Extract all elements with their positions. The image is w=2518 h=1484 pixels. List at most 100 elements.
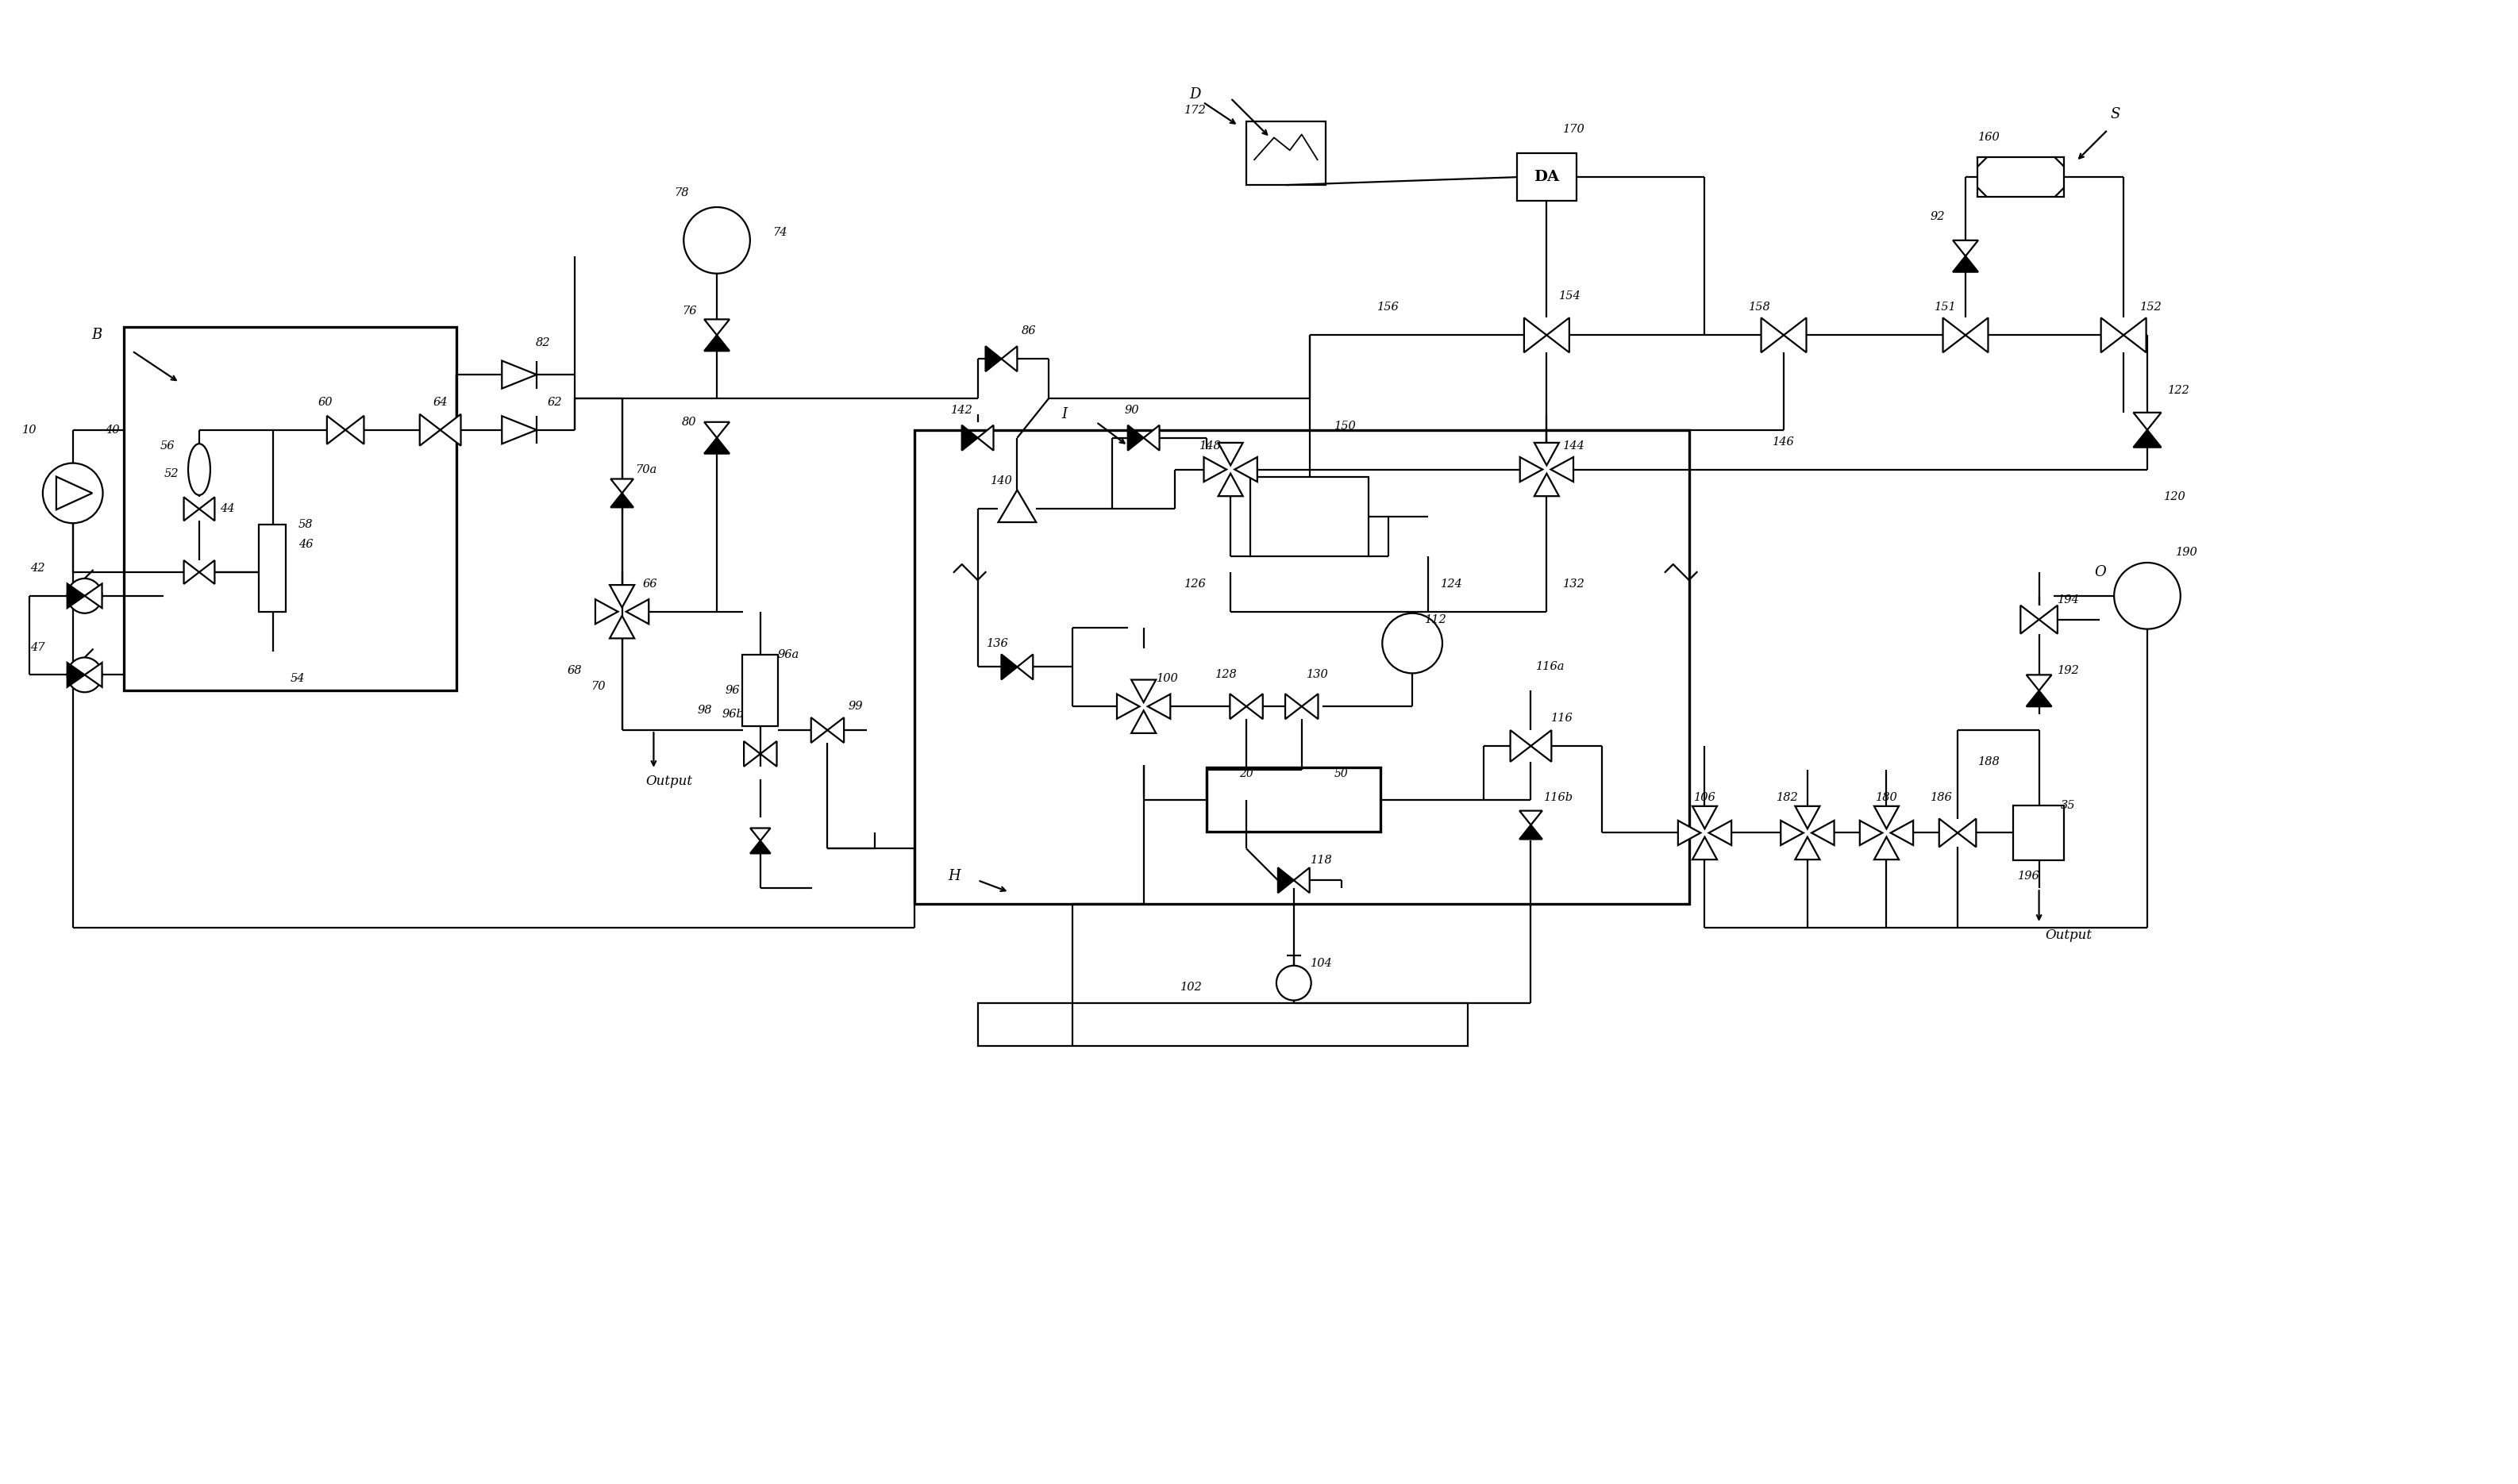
Polygon shape bbox=[705, 335, 730, 350]
Polygon shape bbox=[345, 416, 365, 444]
Text: 96a: 96a bbox=[778, 650, 798, 660]
Text: 112: 112 bbox=[1425, 614, 1448, 625]
Polygon shape bbox=[1284, 695, 1302, 720]
Text: 54: 54 bbox=[290, 674, 305, 684]
Text: 150: 150 bbox=[1335, 420, 1357, 432]
Text: Output: Output bbox=[647, 775, 692, 788]
Polygon shape bbox=[1533, 442, 1559, 466]
Bar bbox=[1977, 157, 2065, 197]
Polygon shape bbox=[1143, 426, 1158, 451]
Text: 170: 170 bbox=[1564, 125, 1586, 135]
Polygon shape bbox=[2027, 690, 2052, 706]
Polygon shape bbox=[2040, 605, 2057, 634]
Polygon shape bbox=[750, 841, 771, 853]
Text: 152: 152 bbox=[2140, 301, 2163, 313]
Text: 56: 56 bbox=[161, 441, 174, 451]
Text: 100: 100 bbox=[1156, 674, 1178, 684]
Text: 47: 47 bbox=[30, 641, 45, 653]
Polygon shape bbox=[1518, 810, 1541, 825]
Polygon shape bbox=[1944, 318, 1967, 353]
Polygon shape bbox=[612, 479, 635, 493]
Polygon shape bbox=[1148, 695, 1171, 718]
Circle shape bbox=[2115, 562, 2181, 629]
Text: 132: 132 bbox=[1564, 579, 1586, 589]
Polygon shape bbox=[977, 426, 995, 451]
Polygon shape bbox=[1279, 868, 1294, 893]
Polygon shape bbox=[1511, 730, 1531, 761]
Polygon shape bbox=[1131, 711, 1156, 733]
Polygon shape bbox=[1677, 821, 1700, 846]
Polygon shape bbox=[1523, 318, 1546, 353]
Polygon shape bbox=[760, 741, 776, 767]
Text: O: O bbox=[2095, 565, 2105, 579]
Text: 116: 116 bbox=[1551, 712, 1574, 724]
Text: 102: 102 bbox=[1181, 981, 1201, 993]
Text: 146: 146 bbox=[1773, 436, 1795, 447]
Polygon shape bbox=[1795, 806, 1821, 828]
Polygon shape bbox=[1795, 837, 1821, 859]
Polygon shape bbox=[68, 663, 86, 687]
Text: 90: 90 bbox=[1126, 405, 1138, 416]
Polygon shape bbox=[594, 600, 617, 623]
Text: 35: 35 bbox=[2060, 800, 2075, 810]
Bar bbox=[123, 328, 456, 690]
Ellipse shape bbox=[189, 444, 212, 496]
Polygon shape bbox=[1954, 257, 1979, 272]
Text: 182: 182 bbox=[1778, 792, 1798, 803]
Polygon shape bbox=[1956, 819, 1977, 847]
Polygon shape bbox=[199, 561, 214, 585]
Text: 126: 126 bbox=[1183, 579, 1206, 589]
Text: 98: 98 bbox=[697, 705, 713, 715]
Text: 10: 10 bbox=[23, 424, 38, 435]
Text: 186: 186 bbox=[1931, 792, 1954, 803]
Bar bbox=[259, 525, 287, 611]
Polygon shape bbox=[1546, 318, 1569, 353]
Polygon shape bbox=[68, 583, 86, 608]
Text: D: D bbox=[1188, 88, 1201, 101]
Polygon shape bbox=[1710, 821, 1732, 846]
Polygon shape bbox=[1128, 426, 1143, 451]
Text: 158: 158 bbox=[1750, 301, 1770, 313]
Polygon shape bbox=[441, 414, 461, 445]
Text: 194: 194 bbox=[2057, 594, 2080, 605]
Polygon shape bbox=[962, 426, 977, 451]
Polygon shape bbox=[1954, 240, 1979, 257]
Text: 160: 160 bbox=[1979, 132, 1999, 142]
Polygon shape bbox=[811, 717, 828, 743]
Polygon shape bbox=[1246, 695, 1264, 720]
Polygon shape bbox=[1017, 654, 1032, 680]
Bar bbox=[977, 1003, 1468, 1046]
Text: 44: 44 bbox=[219, 503, 234, 515]
Polygon shape bbox=[199, 497, 214, 521]
Polygon shape bbox=[1891, 821, 1914, 846]
Polygon shape bbox=[86, 583, 103, 608]
Polygon shape bbox=[705, 438, 730, 454]
Bar bbox=[914, 430, 1690, 904]
Polygon shape bbox=[2027, 675, 2052, 690]
Text: 70: 70 bbox=[592, 681, 607, 692]
Text: 92: 92 bbox=[1931, 211, 1946, 223]
Text: 74: 74 bbox=[773, 227, 788, 237]
Text: 96b: 96b bbox=[723, 709, 743, 720]
Polygon shape bbox=[1204, 457, 1226, 482]
Polygon shape bbox=[2019, 605, 2040, 634]
Circle shape bbox=[1277, 966, 1312, 1000]
Bar bbox=[1251, 478, 1370, 556]
Polygon shape bbox=[985, 346, 1002, 371]
Circle shape bbox=[68, 579, 103, 613]
Text: 148: 148 bbox=[1199, 441, 1221, 451]
Text: 80: 80 bbox=[682, 417, 697, 427]
Bar bbox=[1246, 122, 1324, 186]
Polygon shape bbox=[705, 319, 730, 335]
Polygon shape bbox=[421, 414, 441, 445]
Text: 128: 128 bbox=[1216, 669, 1239, 680]
Polygon shape bbox=[86, 663, 103, 687]
Polygon shape bbox=[1783, 318, 1805, 353]
Text: 130: 130 bbox=[1307, 669, 1330, 680]
Text: 52: 52 bbox=[164, 467, 179, 479]
Polygon shape bbox=[1294, 868, 1309, 893]
Polygon shape bbox=[609, 585, 635, 607]
Polygon shape bbox=[828, 717, 844, 743]
Text: 78: 78 bbox=[675, 187, 687, 199]
Polygon shape bbox=[2100, 318, 2123, 353]
